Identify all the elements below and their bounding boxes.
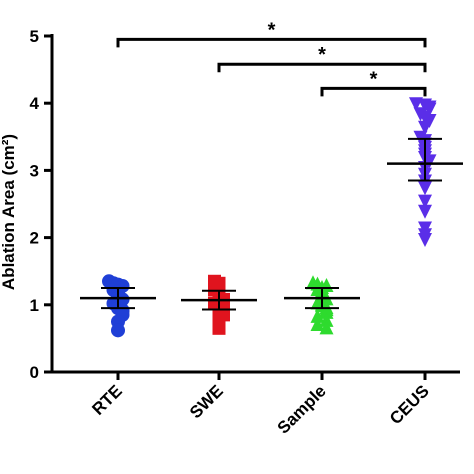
significance-brackets: * * * [116,19,427,97]
error-bars [80,137,463,311]
data-point [111,323,125,338]
significance-label: * [318,44,326,66]
axes [50,34,460,374]
y-tick-label: 2 [30,229,39,248]
y-axis-title: Ablation Area (cm²) [0,134,18,290]
significance-bracket [217,62,427,73]
data-point [319,320,334,335]
y-tick-label: 1 [30,296,39,315]
x-tick-label: CEUS [386,381,433,428]
significance-label: * [370,68,378,90]
y-tick-label: 0 [30,363,39,382]
y-tick-label: 5 [30,27,39,46]
y-ticks: 0 1 2 3 4 5 [30,27,52,382]
y-tick-label: 3 [30,161,39,180]
data-point [418,204,432,219]
y-tick-label: 4 [30,94,40,113]
significance-label: * [268,19,276,41]
data-point [418,232,432,247]
x-tick-label: Sample [274,381,330,437]
x-ticks: RTE SWE Sample CEUS [88,372,433,438]
data-points [102,97,437,338]
data-point [422,102,437,117]
data-point [418,181,432,196]
data-point [310,308,325,323]
data-point [418,194,432,209]
data-point [418,120,432,135]
significance-bracket [320,86,427,97]
significance-bracket [116,37,427,48]
data-point [319,304,334,319]
x-tick-label: SWE [186,381,227,422]
data-point [319,312,334,327]
data-point [310,316,325,331]
data-point [212,321,226,335]
x-tick-label: RTE [88,381,125,418]
